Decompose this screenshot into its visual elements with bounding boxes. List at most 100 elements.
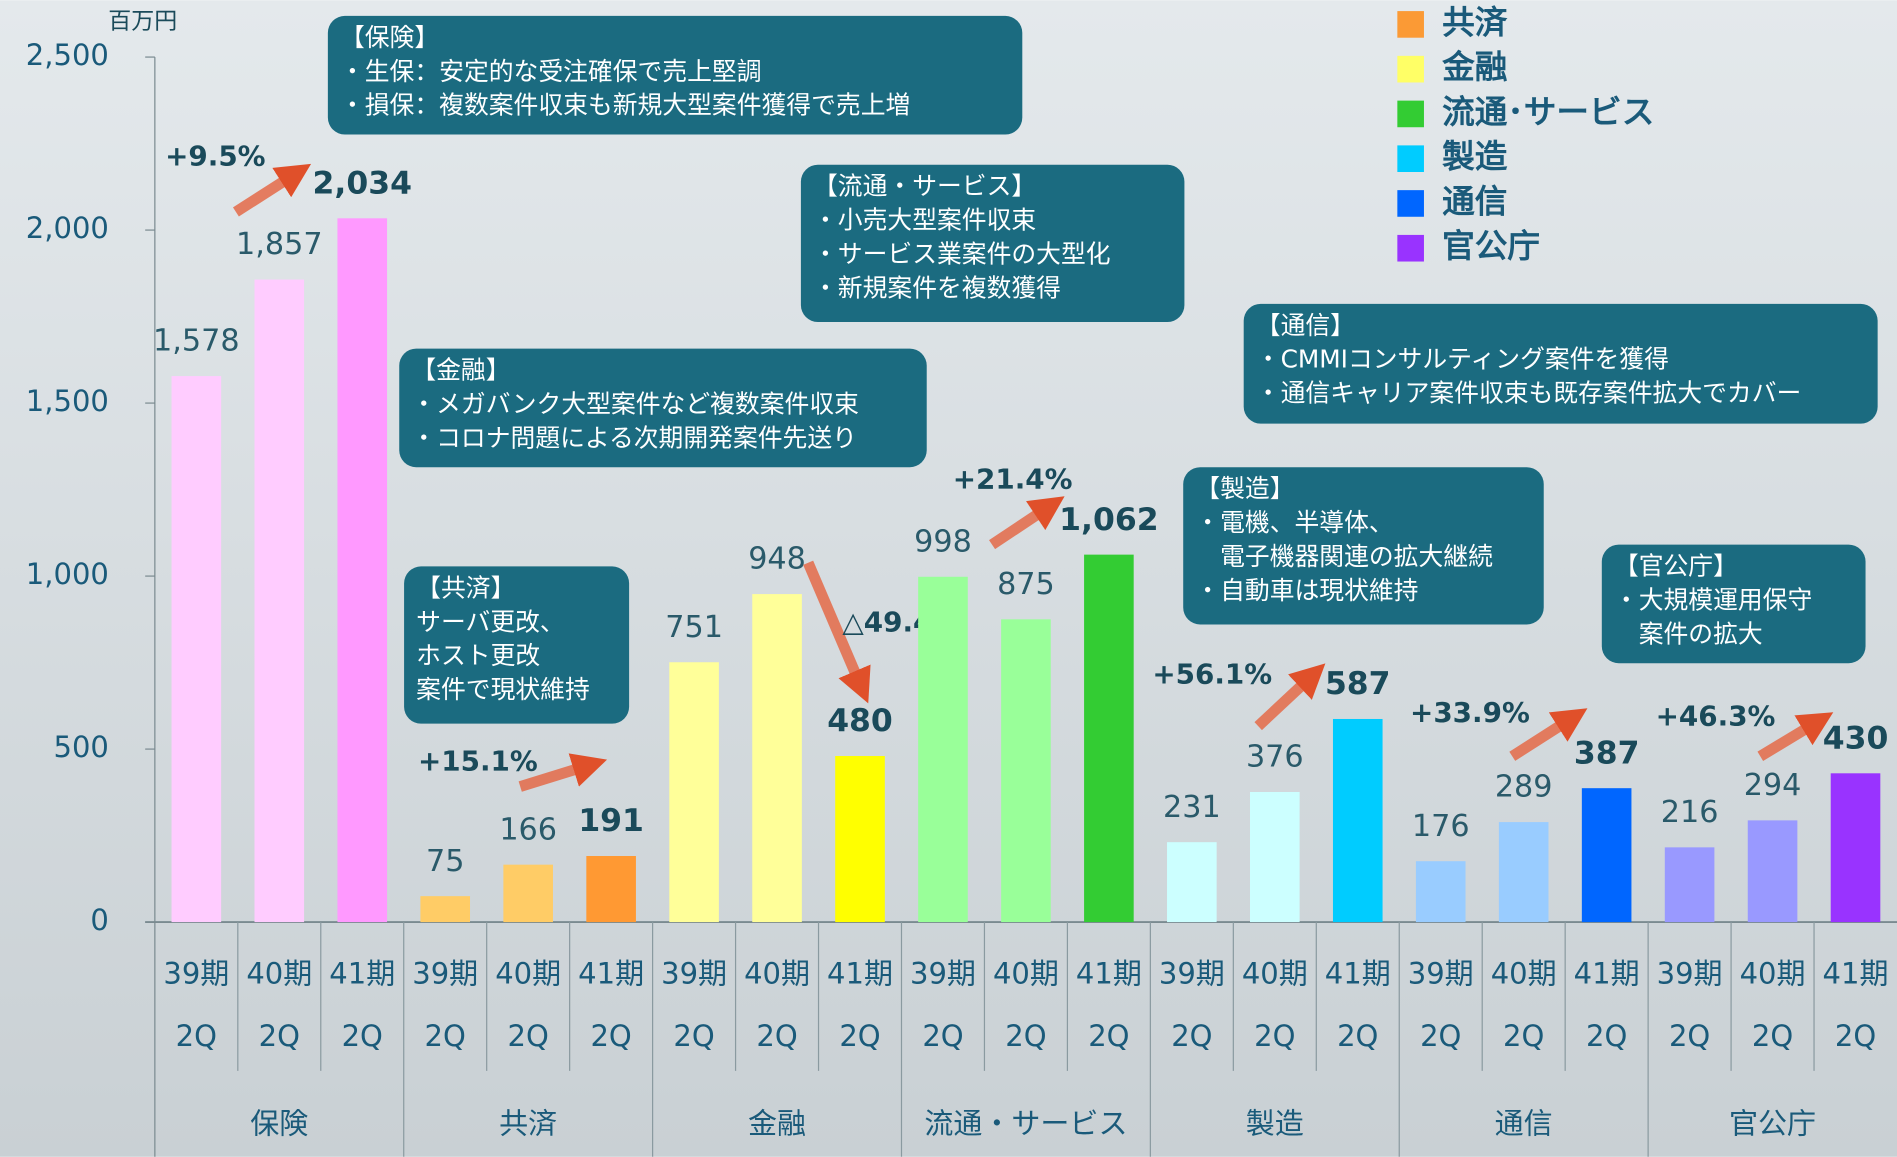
change-arrow (803, 560, 871, 704)
x-tick-label: 2Q (342, 1019, 383, 1053)
bar (1747, 820, 1798, 923)
bar (586, 856, 636, 923)
change-arrow (1254, 663, 1326, 731)
bar (171, 376, 222, 923)
value-label: 376 (1246, 740, 1304, 775)
x-tick-label: 2Q (1752, 1019, 1793, 1053)
legend-label: 流通･サービス (1442, 93, 1654, 131)
group-label: 製造 (1246, 1106, 1304, 1140)
x-tick-label: 39期 (163, 956, 229, 990)
value-label: 1,062 (1059, 502, 1158, 538)
bar (752, 594, 802, 923)
y-unit: 百万円 (108, 8, 177, 34)
x-tick-label: 2Q (1835, 1019, 1876, 1053)
value-label: 231 (1163, 790, 1221, 825)
x-tick-label: 40期 (246, 956, 312, 990)
y-tick-label: 2,500 (26, 38, 109, 72)
x-tick-label: 41期 (1325, 956, 1391, 990)
callout-text: 案件で現状維持 (416, 675, 590, 704)
bar (1415, 861, 1466, 923)
callout-text: ・サービス業案件の大型化 (813, 239, 1111, 268)
value-label: 166 (499, 812, 557, 847)
x-tick-label: 39期 (910, 956, 976, 990)
callout-text: ・新規案件を複数獲得 (813, 273, 1061, 302)
value-label: 387 (1574, 735, 1640, 771)
callout-text: 【金融】 (411, 356, 510, 385)
x-tick-label: 41期 (827, 956, 893, 990)
value-label: 216 (1661, 795, 1719, 830)
x-tick-label: 2Q (922, 1019, 963, 1053)
group-label: 保険 (250, 1106, 308, 1140)
value-label: 2,034 (313, 165, 412, 201)
x-tick-label: 2Q (1503, 1019, 1544, 1053)
callout-box (1183, 467, 1544, 625)
x-tick-label: 2Q (1420, 1019, 1461, 1053)
x-tick-label: 41期 (1574, 956, 1640, 990)
x-tick-label: 2Q (259, 1019, 300, 1053)
callout-box (800, 164, 1185, 323)
callout-text: ・通信キャリア案件収束も既存案件拡大でカバー (1256, 379, 1802, 408)
legend-label: 製造 (1442, 138, 1508, 176)
x-tick-label: 39期 (1657, 956, 1723, 990)
x-tick-label: 2Q (1005, 1019, 1046, 1053)
bar (254, 279, 305, 923)
group-label: 共済 (499, 1106, 557, 1140)
callout-box (327, 15, 1023, 135)
callout-text: 【共済】 (416, 573, 515, 602)
change-arrow (518, 753, 608, 792)
legend-swatch (1397, 145, 1424, 172)
value-label: 587 (1325, 666, 1391, 702)
x-tick-label: 2Q (1586, 1019, 1627, 1053)
callout-box (1601, 544, 1866, 664)
callout-text: ・生保：安定的な受注確保で売上堅調 (340, 57, 762, 86)
bar (1498, 822, 1549, 923)
change-label: +46.3% (1656, 700, 1776, 733)
x-tick-label: 40期 (1491, 956, 1557, 990)
x-tick-label: 2Q (839, 1019, 880, 1053)
callout-text: ・大規模運用保守 (1614, 585, 1812, 614)
value-label: 176 (1412, 809, 1470, 844)
value-label: 751 (665, 610, 723, 645)
x-tick-label: 41期 (329, 956, 395, 990)
callout-text: 電子機器関連の拡大継続 (1195, 542, 1493, 571)
bar (1167, 842, 1217, 923)
x-tick-label: 2Q (508, 1019, 549, 1053)
x-tick-label: 2Q (1171, 1019, 1212, 1053)
value-label: 191 (578, 803, 644, 839)
bar (1084, 554, 1134, 923)
legend-label: 金融 (1441, 48, 1508, 86)
x-tick-label: 39期 (1408, 956, 1474, 990)
value-label: 289 (1495, 770, 1553, 805)
value-label: 1,578 (153, 324, 240, 359)
bar (1830, 773, 1881, 923)
callout-box (404, 566, 630, 724)
value-label: 294 (1744, 768, 1802, 803)
legend-swatch (1397, 11, 1424, 38)
callout-text: ・電機、半導体、 (1195, 508, 1393, 537)
callout-text: 案件の拡大 (1614, 619, 1763, 648)
bar (1250, 791, 1300, 923)
x-tick-label: 2Q (590, 1019, 631, 1053)
change-arrow (1757, 712, 1834, 762)
callout-box (399, 348, 927, 468)
x-tick-label: 39期 (661, 956, 727, 990)
x-tick-label: 2Q (673, 1019, 714, 1053)
x-tick-label: 39期 (412, 956, 478, 990)
y-tick-label: 0 (90, 903, 108, 937)
x-tick-label: 2Q (756, 1019, 797, 1053)
x-tick-label: 40期 (495, 956, 561, 990)
bar (918, 576, 968, 923)
value-label: 998 (914, 524, 972, 559)
y-tick-label: 1,500 (26, 384, 109, 418)
bar (1001, 619, 1051, 923)
x-tick-label: 41期 (578, 956, 644, 990)
change-arrow (989, 496, 1065, 550)
callout-text: ・損保：複数案件収束も新規大型案件獲得で売上増 (340, 91, 910, 120)
y-tick-label: 1,000 (26, 557, 109, 591)
x-tick-label: 40期 (1242, 956, 1308, 990)
legend-swatch (1397, 100, 1424, 128)
x-tick-label: 2Q (1337, 1019, 1378, 1053)
x-tick-label: 2Q (425, 1019, 466, 1053)
callout-text: ・メガバンク大型案件など複数案件収束 (411, 389, 859, 418)
